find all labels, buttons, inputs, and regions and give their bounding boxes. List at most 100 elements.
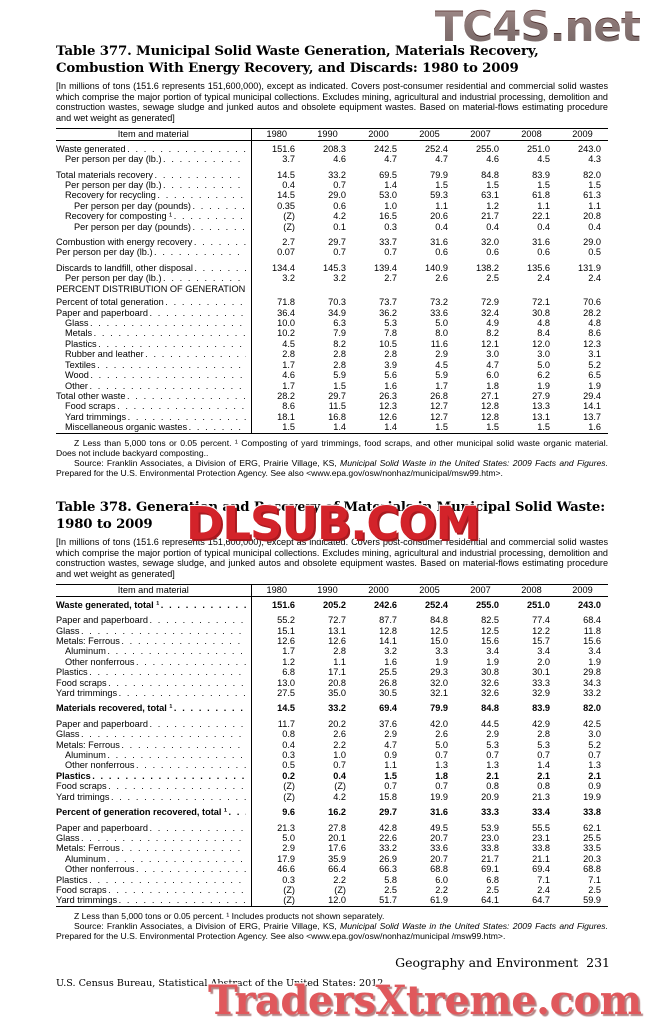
dot-leader: . . . . . . . . . . . . . . . . . . . . …	[194, 262, 245, 273]
data-cell: 15.6	[583, 636, 601, 646]
row-label: Metals	[65, 328, 93, 339]
data-cell: 2.4	[537, 273, 550, 284]
table-row: Glass. . . . . . . . . . . . . . . . . .…	[56, 832, 608, 844]
spacer-cell	[506, 284, 557, 295]
dot-leader: . . . . . . . . . . . . . . . . . . . . …	[163, 273, 245, 284]
data-cell: 0.5	[282, 760, 295, 771]
data-cell: 6.8	[486, 874, 499, 885]
table-row: Rubber and leather. . . . . . . . . . . …	[56, 349, 608, 360]
row-label: Total other waste	[56, 390, 126, 401]
row-label-cell: Waste generated. . . . . . . . . . . . .…	[56, 140, 252, 155]
footer-section-name: Geography and Environment	[395, 955, 579, 970]
table-row: Paper and paperboard. . . . . . . . . . …	[56, 713, 608, 730]
table-row: Recovery for composting ¹. . . . . . . .…	[56, 211, 608, 222]
dot-leader: . . . . . . . . . . . . . . . . . . . . …	[107, 750, 245, 761]
dot-leader: . . . . . . . . . . . . . . . . . . . . …	[154, 169, 246, 180]
data-cell: 4.5	[282, 338, 295, 349]
data-cell: 0.8	[486, 781, 499, 792]
row-label: Waste generated, total ¹	[56, 599, 160, 610]
row-label-cell: Plastics. . . . . . . . . . . . . . . . …	[56, 874, 252, 885]
section-subheading-row: PERCENT DISTRIBUTION OF GENERATION	[56, 283, 608, 295]
data-cell: 26.8	[430, 390, 448, 401]
row-label: Other	[65, 380, 88, 391]
data-cell: 131.9	[578, 262, 601, 273]
data-cell: 7.1	[537, 874, 550, 885]
column-header-item: Item and material	[56, 128, 252, 141]
data-cell: 4.5	[537, 154, 550, 165]
table-row: Per person per day (lb.). . . . . . . . …	[56, 273, 608, 284]
data-cell: 3.4	[537, 646, 550, 657]
dot-leader: . . . . . . . . . . . . . . . . . . . . …	[192, 200, 245, 211]
table-row: Percent of total generation. . . . . . .…	[56, 294, 608, 308]
data-cell: 1.6	[384, 380, 397, 391]
data-cell: 8.0	[435, 328, 448, 339]
data-cell: 1.7	[435, 380, 448, 391]
row-label-cell: Per person per day (lb.). . . . . . . . …	[56, 247, 252, 258]
data-cell: 12.8	[481, 401, 499, 412]
data-cell: 0.9	[588, 781, 601, 792]
data-cell: 2.9	[435, 349, 448, 360]
data-cell: 242.5	[374, 143, 397, 154]
row-label-cell: Plastics. . . . . . . . . . . . . . . . …	[56, 770, 252, 782]
column-header-2007: 2007	[455, 584, 506, 597]
data-cell: 1.1	[588, 200, 601, 211]
data-cell: 33.8	[481, 843, 499, 854]
data-cell: 34.3	[583, 677, 601, 688]
data-cell: (Z)	[283, 884, 295, 895]
dot-leader: . . . . . . . . . . . . . . . . . . . . …	[228, 807, 246, 818]
data-cell: 1.0	[384, 200, 397, 211]
table-378-footnotes: Z Less than 5,000 tons or 0.05 percent. …	[56, 911, 608, 942]
data-cell: 1.3	[486, 760, 499, 771]
data-cell: 13.1	[328, 625, 346, 636]
row-label-cell: Yard trimmings. . . . . . . . . . . . . …	[56, 688, 252, 699]
row-label: Food scraps	[56, 884, 107, 895]
row-label-cell: Other nonferrous. . . . . . . . . . . . …	[56, 760, 252, 771]
row-label: Glass	[56, 832, 80, 843]
data-cell: 18.1	[277, 411, 295, 422]
data-cell: 73.2	[430, 297, 448, 308]
data-cell: 255.0	[476, 143, 499, 154]
dot-leader: . . . . . . . . . . . . . . . . . . . . …	[89, 874, 245, 885]
dot-leader: . . . . . . . . . . . . . . . . . . . . …	[118, 895, 246, 906]
row-label-cell: Metals: Ferrous. . . . . . . . . . . . .…	[56, 843, 252, 854]
row-label-cell: Percent of generation recovered, total ¹…	[56, 802, 252, 818]
data-cell: 64.1	[455, 895, 506, 907]
data-cell: 70.3	[328, 297, 346, 308]
data-cell: 7.9	[333, 328, 346, 339]
data-cell: 30.8	[532, 307, 550, 318]
data-cell: 2.1	[588, 770, 601, 781]
data-cell: 2.4	[537, 884, 550, 895]
row-label-cell: Food scraps. . . . . . . . . . . . . . .…	[56, 401, 252, 412]
data-cell: 12.0	[532, 338, 550, 349]
data-cell: 32.0	[481, 237, 499, 248]
data-cell: 0.7	[486, 750, 499, 761]
data-cell: 1.4	[384, 180, 397, 190]
data-cell: 2.2	[333, 874, 346, 885]
data-cell: 31.6	[532, 237, 550, 248]
data-cell: 82.0	[583, 169, 601, 180]
data-cell: 0.07	[277, 247, 295, 258]
data-cell: 14.5	[277, 190, 295, 201]
data-cell: 68.8	[583, 864, 601, 875]
data-cell: 8.6	[588, 328, 601, 339]
row-label: Plastics	[56, 874, 88, 885]
row-label-cell: Discards to landfill, other disposal. . …	[56, 257, 252, 274]
footer-page-number: 231	[586, 955, 610, 970]
data-cell: 0.4	[435, 221, 448, 232]
table-row: Waste generated. . . . . . . . . . . . .…	[56, 140, 608, 155]
row-label-cell: Glass. . . . . . . . . . . . . . . . . .…	[56, 318, 252, 329]
data-cell: 33.7	[379, 237, 397, 248]
data-cell: 2.2	[435, 884, 448, 895]
data-cell: 1.5	[384, 770, 397, 781]
data-cell: 33.2	[328, 169, 346, 180]
data-cell: 252.4	[425, 143, 448, 154]
data-cell: 2.8	[282, 349, 295, 360]
row-label: Aluminum	[65, 750, 106, 761]
data-cell: 27.5	[277, 688, 295, 699]
data-cell: 2.7	[282, 237, 295, 248]
data-cell: 12.5	[481, 625, 499, 636]
data-cell: 1.8	[486, 380, 499, 391]
row-label-cell: Textiles. . . . . . . . . . . . . . . . …	[56, 359, 252, 371]
data-cell: 5.6	[384, 370, 397, 381]
row-label: Per person per day (lb.)	[65, 180, 162, 190]
